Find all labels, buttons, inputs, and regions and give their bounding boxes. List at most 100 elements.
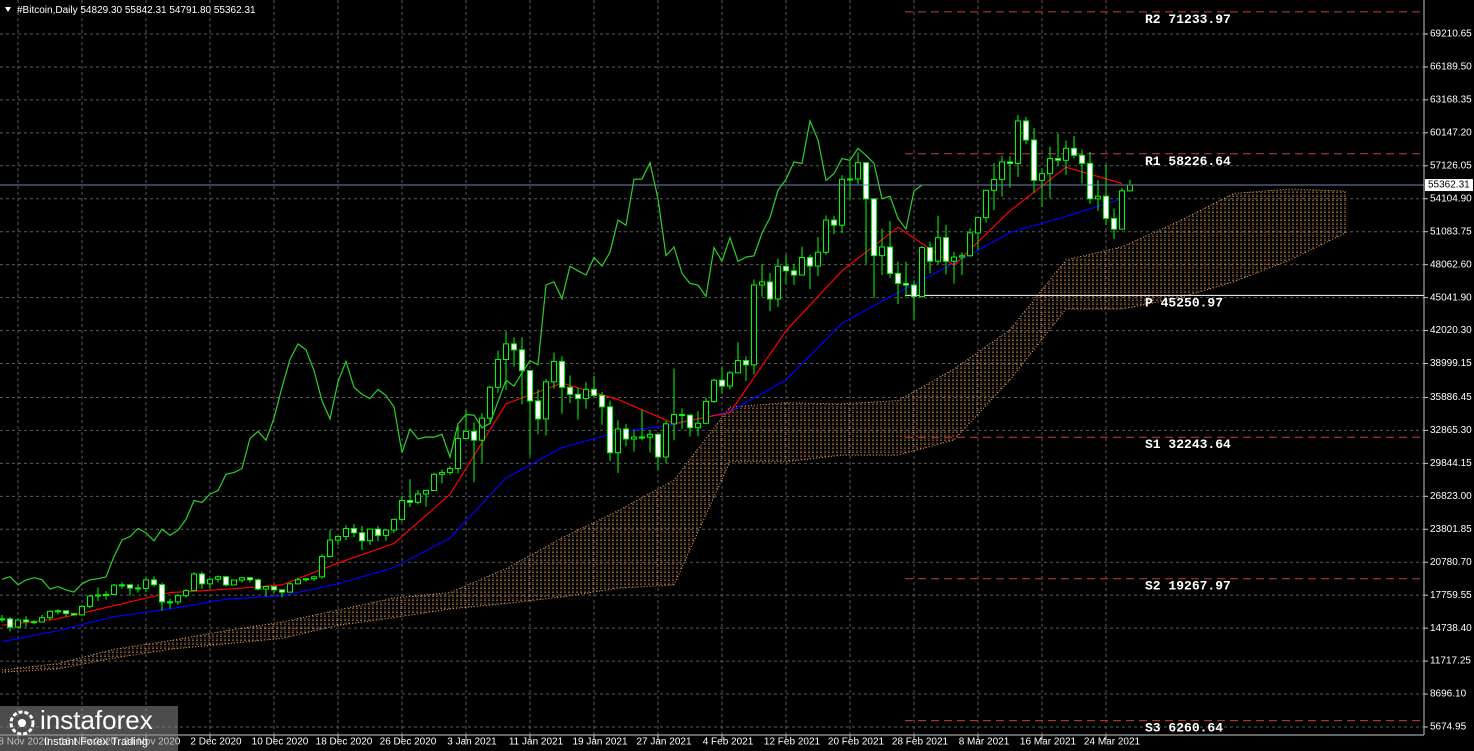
x-tick-label: 28 Feb 2021 <box>892 737 949 748</box>
pivot-label: S3 6260.64 <box>1145 720 1223 735</box>
candle-body <box>255 579 261 590</box>
x-tick-label: 20 Feb 2021 <box>828 737 885 748</box>
candle-body <box>287 583 293 593</box>
candle-body <box>575 393 581 400</box>
candle-body <box>791 270 797 276</box>
y-tick-label: 23801.85 <box>1430 524 1472 535</box>
watermark-icon-core <box>18 719 26 727</box>
candle-body <box>439 472 445 475</box>
y-tick-label: 29844.15 <box>1430 458 1472 469</box>
candle-body <box>1119 190 1125 230</box>
x-tick-label: 11 Jan 2021 <box>509 737 564 748</box>
candle-body <box>119 584 125 587</box>
current-price-label: 55362.31 <box>1428 180 1470 191</box>
candle-body <box>335 536 341 541</box>
candle-body <box>719 379 725 387</box>
candle-body <box>375 528 381 536</box>
candle-body <box>367 528 373 542</box>
candle-body <box>215 576 221 580</box>
candle-body <box>1031 139 1037 181</box>
candle-body <box>0 618 5 621</box>
candle-body <box>847 178 853 181</box>
candle-body <box>455 437 461 470</box>
candle-body <box>95 594 101 597</box>
candle-body <box>959 255 965 258</box>
candle-body <box>23 619 29 623</box>
candle-body <box>399 500 405 520</box>
candle-body <box>927 247 933 262</box>
candle-body <box>327 539 333 557</box>
candle-body <box>1071 147 1077 156</box>
y-tick-label: 54104.90 <box>1430 193 1472 204</box>
pivot-name: R2 <box>1145 12 1161 27</box>
candle-body <box>135 587 141 590</box>
candle-body <box>1023 120 1029 141</box>
candle-body <box>423 489 429 495</box>
y-tick-label: 35886.45 <box>1430 392 1472 403</box>
candle-body <box>1039 173 1045 181</box>
header: #Bitcoin,Daily 54829.30 55842.31 54791.8… <box>5 5 256 16</box>
watermark-tagline: Instant Forex Trading <box>44 736 148 748</box>
candle-body <box>247 577 253 581</box>
pivot-value: 71233.97 <box>1168 12 1230 27</box>
candle-body <box>407 500 413 503</box>
candle-body <box>759 281 765 286</box>
watermark-icon <box>9 710 35 736</box>
candle-body <box>623 428 629 440</box>
candle-body <box>479 417 485 441</box>
y-tick-label: 26823.00 <box>1430 491 1472 502</box>
candle-body <box>7 618 13 628</box>
indicator-line <box>1 198 1123 643</box>
pivot-value: 6260.64 <box>1168 720 1223 735</box>
open-value: 54829.30 <box>80 5 122 16</box>
candle-body <box>567 386 573 395</box>
candle-body <box>1103 195 1109 219</box>
candle-body <box>679 414 685 417</box>
pivot-name: S3 <box>1145 720 1161 735</box>
candle-body <box>1007 161 1013 164</box>
x-tick-label: 26 Dec 2020 <box>380 737 437 748</box>
chart-header: #Bitcoin,Daily 54829.30 55842.31 54791.8… <box>17 5 256 16</box>
candle-body <box>55 610 61 613</box>
pivot-value: 19267.97 <box>1168 579 1230 594</box>
candle-body <box>743 360 749 366</box>
candle-body <box>703 401 709 424</box>
pivot-name: S2 <box>1145 579 1161 594</box>
candle-body <box>655 433 661 458</box>
x-tick-label: 10 Dec 2020 <box>252 737 309 748</box>
lagging-line <box>1 118 923 593</box>
candle-body <box>799 256 805 276</box>
pivot-label: R1 58226.64 <box>1145 154 1231 169</box>
x-tick-label: 19 Jan 2021 <box>572 737 627 748</box>
y-tick-label: 20780.70 <box>1430 557 1472 568</box>
candle-body <box>831 219 837 226</box>
dropdown-icon <box>5 7 11 12</box>
candle-body <box>239 577 245 581</box>
candle-body <box>527 370 533 402</box>
pivot-name: R1 <box>1145 154 1161 169</box>
candle-body <box>975 217 981 234</box>
candle-body <box>647 433 653 438</box>
candle-body <box>839 178 845 226</box>
pivot-label: P 45250.97 <box>1145 295 1223 310</box>
pivot-name: P <box>1145 295 1153 310</box>
y-tick-label: 66189.50 <box>1430 62 1472 73</box>
candle-body <box>159 584 165 603</box>
pivot-value: 58226.64 <box>1168 154 1231 169</box>
candle-body <box>591 388 597 396</box>
low-value: 54791.80 <box>169 5 211 16</box>
candle-body <box>71 613 77 616</box>
candle-body <box>1079 154 1085 164</box>
candle-body <box>727 372 733 387</box>
y-tick-label: 57126.05 <box>1430 160 1472 171</box>
candle-body <box>503 343 509 360</box>
plot-area: R2 71233.97 R1 58226.64 P 45250.97 S1 32243… <box>0 11 1424 735</box>
candle-body <box>111 584 117 596</box>
candle-body <box>615 428 621 454</box>
candle-body <box>551 360 557 383</box>
candle-body <box>511 343 517 351</box>
current-price-box <box>1425 179 1473 192</box>
candle-body <box>383 529 389 536</box>
